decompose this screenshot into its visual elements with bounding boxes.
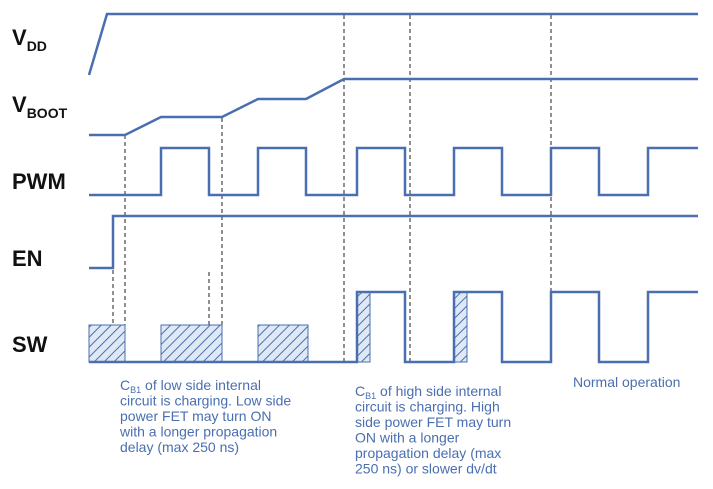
- sw-hatch-low-3: [257, 324, 309, 363]
- vdd-waveform: [87, 12, 698, 76]
- en-label: EN: [12, 246, 43, 271]
- note-line: CB1 of low side internal: [120, 377, 261, 395]
- vboot-waveform: [89, 77, 698, 137]
- en-waveform: [89, 214, 698, 270]
- sw-hatch-high-2: [453, 291, 468, 363]
- note-line: 250 ns) or slower dv/dt: [355, 461, 497, 477]
- note-line: delay (max 250 ns): [120, 439, 239, 455]
- note-line: CB1 of high side internal: [355, 383, 501, 401]
- note-line: circuit is charging. High: [355, 399, 500, 415]
- sw-label: SW: [12, 332, 48, 357]
- note-low-side: CB1 of low side internal circuit is charg…: [119, 377, 291, 455]
- note-line: side power FET may turn: [355, 414, 511, 430]
- pwm-label: PWM: [12, 169, 66, 194]
- note-line: ON with a longer: [355, 430, 460, 446]
- sw-waveform: [89, 290, 698, 364]
- note-line: circuit is charging. Low side: [120, 393, 291, 409]
- signal-labels: VDD VBOOT PWM EN SW: [12, 25, 68, 357]
- vdd-label: VDD: [12, 25, 47, 54]
- note-normal-operation: Normal operation: [573, 374, 680, 390]
- note-line: propagation delay (max: [355, 445, 501, 461]
- sw-hatch-low-1: [88, 324, 126, 363]
- sw-hatch-high-1: [356, 291, 371, 363]
- sw-hatch-low-2: [160, 324, 223, 363]
- note-line: with a longer propagation: [119, 424, 277, 440]
- time-markers: [112, 15, 552, 362]
- note-high-side: CB1 of high side internal circuit is char…: [355, 383, 511, 477]
- note-line: Normal operation: [573, 374, 680, 390]
- waveforms: [87, 12, 698, 364]
- vboot-label: VBOOT: [12, 92, 68, 121]
- note-line: power FET may turn ON: [120, 408, 271, 424]
- pwm-waveform: [89, 146, 698, 197]
